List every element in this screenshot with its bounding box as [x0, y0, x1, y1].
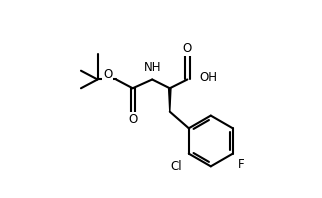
Text: O: O	[183, 42, 192, 55]
Text: NH: NH	[144, 61, 161, 74]
Text: Cl: Cl	[170, 161, 182, 173]
Polygon shape	[169, 88, 171, 112]
Text: F: F	[238, 158, 244, 170]
Text: O: O	[103, 68, 112, 81]
Text: O: O	[128, 113, 137, 126]
Text: OH: OH	[199, 71, 217, 84]
